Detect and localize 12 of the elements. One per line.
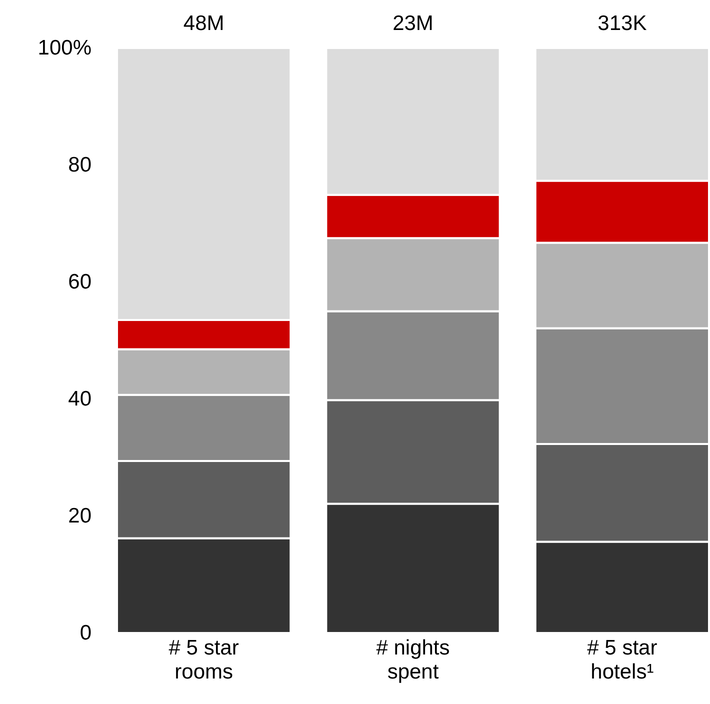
y-tick-label: 80 <box>68 154 92 176</box>
y-tick-label: 0 <box>80 622 92 644</box>
y-tick-label: 40 <box>68 388 92 410</box>
y-tick-label: 20 <box>68 504 92 528</box>
y-tick-label: 60 <box>68 270 92 294</box>
annotation: 48M <box>183 12 224 35</box>
x-tick-label: # nights spent <box>376 636 450 684</box>
x-tick-label: # 5 star hotels¹ <box>587 636 658 684</box>
x-tick-label: # 5 star rooms <box>168 636 239 684</box>
annotation: 23M <box>392 12 434 35</box>
y-tick-label: 100% <box>38 36 92 60</box>
annotation: 313K <box>598 12 647 35</box>
